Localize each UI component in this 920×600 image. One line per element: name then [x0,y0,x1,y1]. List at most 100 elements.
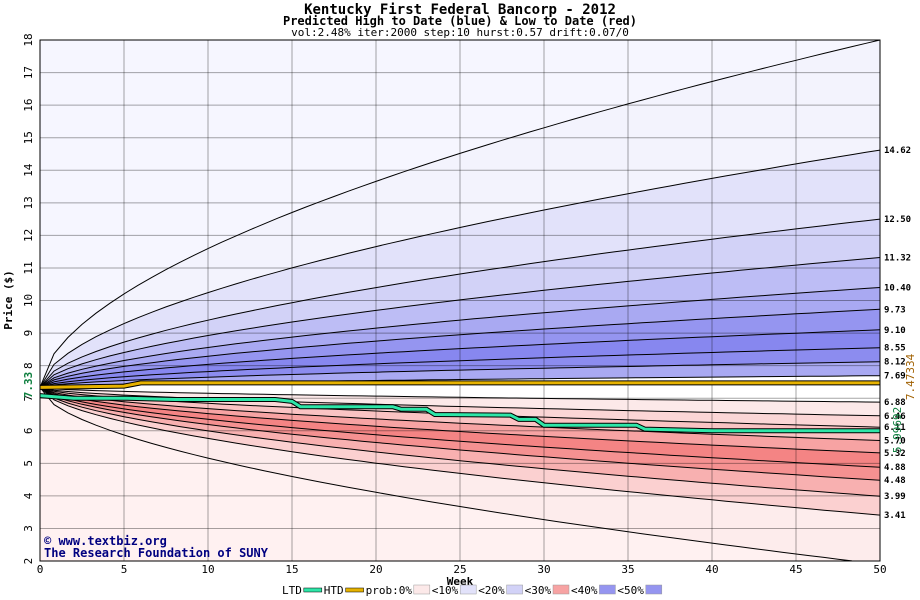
probability-bands [40,40,880,561]
percentile-label: 5.32 [884,449,906,459]
percentile-label: 9.10 [884,326,906,336]
watermark-org: The Research Foundation of SUNY [44,546,269,560]
lower-band-9 [40,387,880,561]
lower-band-6 [40,387,880,481]
x-tick-label: 5 [121,563,128,576]
upper-band-8 [40,347,880,388]
y-tick-label: 7 [22,395,35,402]
start-price-label: 7.33 [22,372,35,399]
plot-frame [39,39,881,562]
lower-band-4 [40,387,880,453]
y-tick-label: 4 [22,492,35,499]
percentile-label: 8.12 [884,358,906,368]
legend-label: <20% [478,584,505,597]
lower-band-3 [40,387,880,441]
x-tick-label: 30 [537,563,550,576]
upper-band-4 [40,257,880,388]
legend-line [303,587,323,593]
low-to-date-line [39,394,880,433]
legend-swatch [645,584,663,595]
percentile-curve [39,39,881,388]
copyright-icon: © [44,534,58,548]
legend-swatch [413,584,431,595]
high-to-date-line [39,381,880,389]
y-tick-label: 16 [22,99,35,112]
percentile-curve [39,257,881,388]
x-tick-label: 0 [37,563,44,576]
y-tick-label: 18 [22,33,35,46]
x-tick-label: 40 [705,563,718,576]
percentile-label: 10.40 [884,283,911,293]
percentile-curve [39,386,881,441]
percentile-curve [39,386,881,454]
x-tick-label: 20 [369,563,382,576]
legend: LTD HTD prob:0% <10% <20% <30% <40% <50% [282,584,663,597]
upper-band-7 [40,329,880,388]
percentile-label: 6.11 [884,423,906,433]
x-tick-label: 10 [201,563,214,576]
percentile-label: 3.41 [884,511,906,521]
legend-line [345,587,364,593]
upper-band-3 [40,219,880,388]
percentile-label: 6.46 [884,412,906,422]
chart-params: vol:2.48% iter:2000 step:10 hurst:0.57 d… [291,26,629,39]
high-to-date-value: 7.47334 [904,353,917,400]
y-tick-label: 17 [22,66,35,79]
x-tick-label: 50 [873,563,886,576]
y-tick-label: 2 [22,558,35,565]
percentile-curve [39,329,881,388]
to-date-paths [39,380,880,434]
lower-band-2 [40,387,880,428]
upper-band-1 [40,40,880,388]
x-tick-label: 15 [285,563,298,576]
percentile-curve [39,386,881,468]
y-tick-label: 13 [22,196,35,209]
percentile-curve [39,387,881,516]
watermark-url-text: www.textbiz.org [58,534,166,548]
y-tick-label: 9 [22,330,35,337]
y-tick-label: 5 [22,460,35,467]
percentile-label: 6.88 [884,398,906,408]
x-tick-label: 45 [789,563,802,576]
chart-subtitle: Predicted High to Date (blue) & Low to D… [283,14,637,28]
legend-label: <50% [617,584,644,597]
y-tick-label: 15 [22,131,35,144]
y-tick-label: 12 [22,229,35,242]
percentile-curve [39,308,881,388]
curve-labels: 14.62 12.50 11.32 10.40 9.73 9.10 8.55 8.12 7.69… [884,146,911,521]
percentile-curve [39,287,881,388]
lower-band-8 [40,387,880,516]
legend-swatch [459,584,477,595]
percentile-curve [39,386,881,403]
y-tick-label: 11 [22,261,35,274]
percentile-label: 4.88 [884,463,906,473]
percentile-label: 14.62 [884,146,911,156]
percentile-curve [39,347,881,388]
upper-band-2 [40,150,880,388]
legend-swatch [599,584,616,595]
percentile-label: 11.32 [884,254,911,264]
axes: 0 5 10 15 20 25 30 35 40 45 5023456789101112131415… [22,33,887,576]
y-tick-label: 10 [22,294,35,307]
legend-label: LTD [282,584,302,597]
percentile-curve [39,387,881,497]
percentile-label: 5.70 [884,437,906,447]
percentile-label: 12.50 [884,215,911,225]
percentile-curve [39,149,881,388]
lower-band-5 [40,387,880,468]
percentile-label: 4.48 [884,476,906,486]
legend-swatch [506,584,523,595]
legend-label: HTD [324,584,344,597]
y-tick-label: 8 [22,362,35,369]
percentile-curve [39,386,881,481]
percentile-label: 3.99 [884,492,906,502]
x-tick-label: 25 [453,563,466,576]
percentile-curve [39,361,881,388]
watermark-url: © www.textbiz.org [44,534,167,548]
y-axis-label: Price ($) [2,270,15,330]
x-tick-label: 35 [621,563,634,576]
percentile-label: 8.55 [884,344,906,354]
upper-band-5 [40,287,880,388]
legend-label: <10% [432,584,459,597]
lower-band-7 [40,387,880,497]
